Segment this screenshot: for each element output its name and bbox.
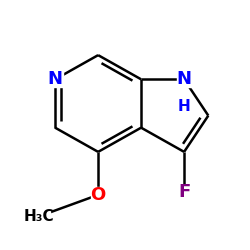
- Text: N: N: [48, 70, 63, 88]
- Bar: [28, 209, 50, 224]
- Bar: [177, 72, 192, 87]
- Bar: [48, 72, 62, 87]
- Text: H: H: [178, 99, 190, 114]
- Bar: [91, 188, 106, 202]
- Text: O: O: [90, 186, 106, 204]
- Text: H₃C: H₃C: [24, 209, 54, 224]
- Bar: [177, 185, 192, 200]
- Text: F: F: [178, 183, 190, 201]
- Text: N: N: [176, 70, 192, 88]
